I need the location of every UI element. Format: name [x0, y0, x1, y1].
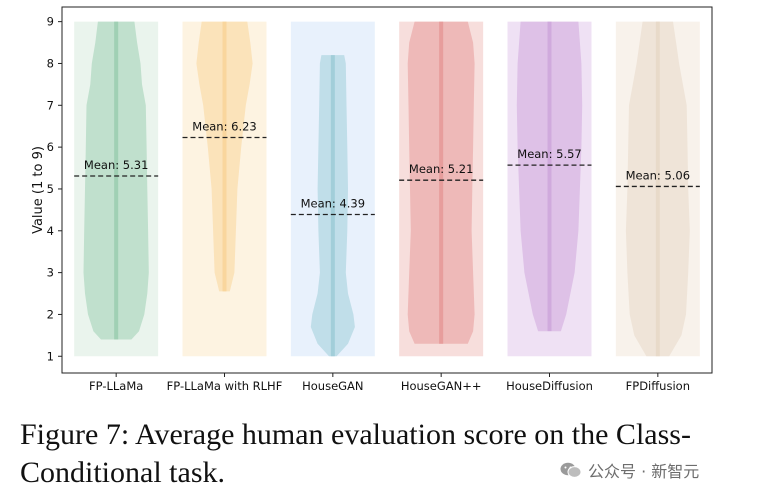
- x-tick-label-4: HouseGAN++: [401, 379, 482, 393]
- y-tick-label-7: 7: [47, 98, 54, 112]
- y-tick-label-3: 3: [47, 266, 54, 280]
- y-tick-label-2: 2: [47, 307, 54, 321]
- watermark: 公众号 · 新智元: [560, 458, 699, 482]
- watermark-text: 公众号 · 新智元: [588, 462, 700, 481]
- mean-label-4: Mean: 5.21: [409, 162, 473, 176]
- violin-chart: Mean: 5.31 FP-LLaMa Mean: 6.23 FP-LLaMa wit…: [31, 6, 713, 393]
- y-tick-label-5: 5: [47, 182, 54, 196]
- mean-label-3: Mean: 4.39: [301, 196, 365, 210]
- x-tick-label-2: FP-LLaMa with RLHF: [167, 379, 283, 393]
- x-tick-label-1: FP-LLaMa: [89, 379, 143, 393]
- y-tick-label-1: 1: [47, 349, 54, 363]
- figure-caption: Figure 7: Average human evaluation score…: [20, 418, 691, 489]
- x-tick-label-5: HouseDiffusion: [506, 379, 593, 393]
- mean-label-5: Mean: 5.57: [517, 147, 581, 161]
- plot-frame: [61, 6, 713, 374]
- mean-label-2: Mean: 6.23: [192, 120, 256, 134]
- wechat-icon: [560, 462, 582, 478]
- y-tick-label-4: 4: [47, 224, 54, 238]
- y-tick-label-9: 9: [47, 15, 54, 29]
- y-tick-label-8: 8: [47, 56, 54, 70]
- x-tick-label-3: HouseGAN: [302, 379, 363, 393]
- y-tick-label-6: 6: [47, 140, 54, 154]
- mean-label-6: Mean: 5.06: [626, 168, 690, 182]
- mean-label-1: Mean: 5.31: [84, 158, 148, 172]
- x-tick-label-6: FPDiffusion: [626, 379, 690, 393]
- y-axis-label: Value (1 to 9): [31, 146, 46, 234]
